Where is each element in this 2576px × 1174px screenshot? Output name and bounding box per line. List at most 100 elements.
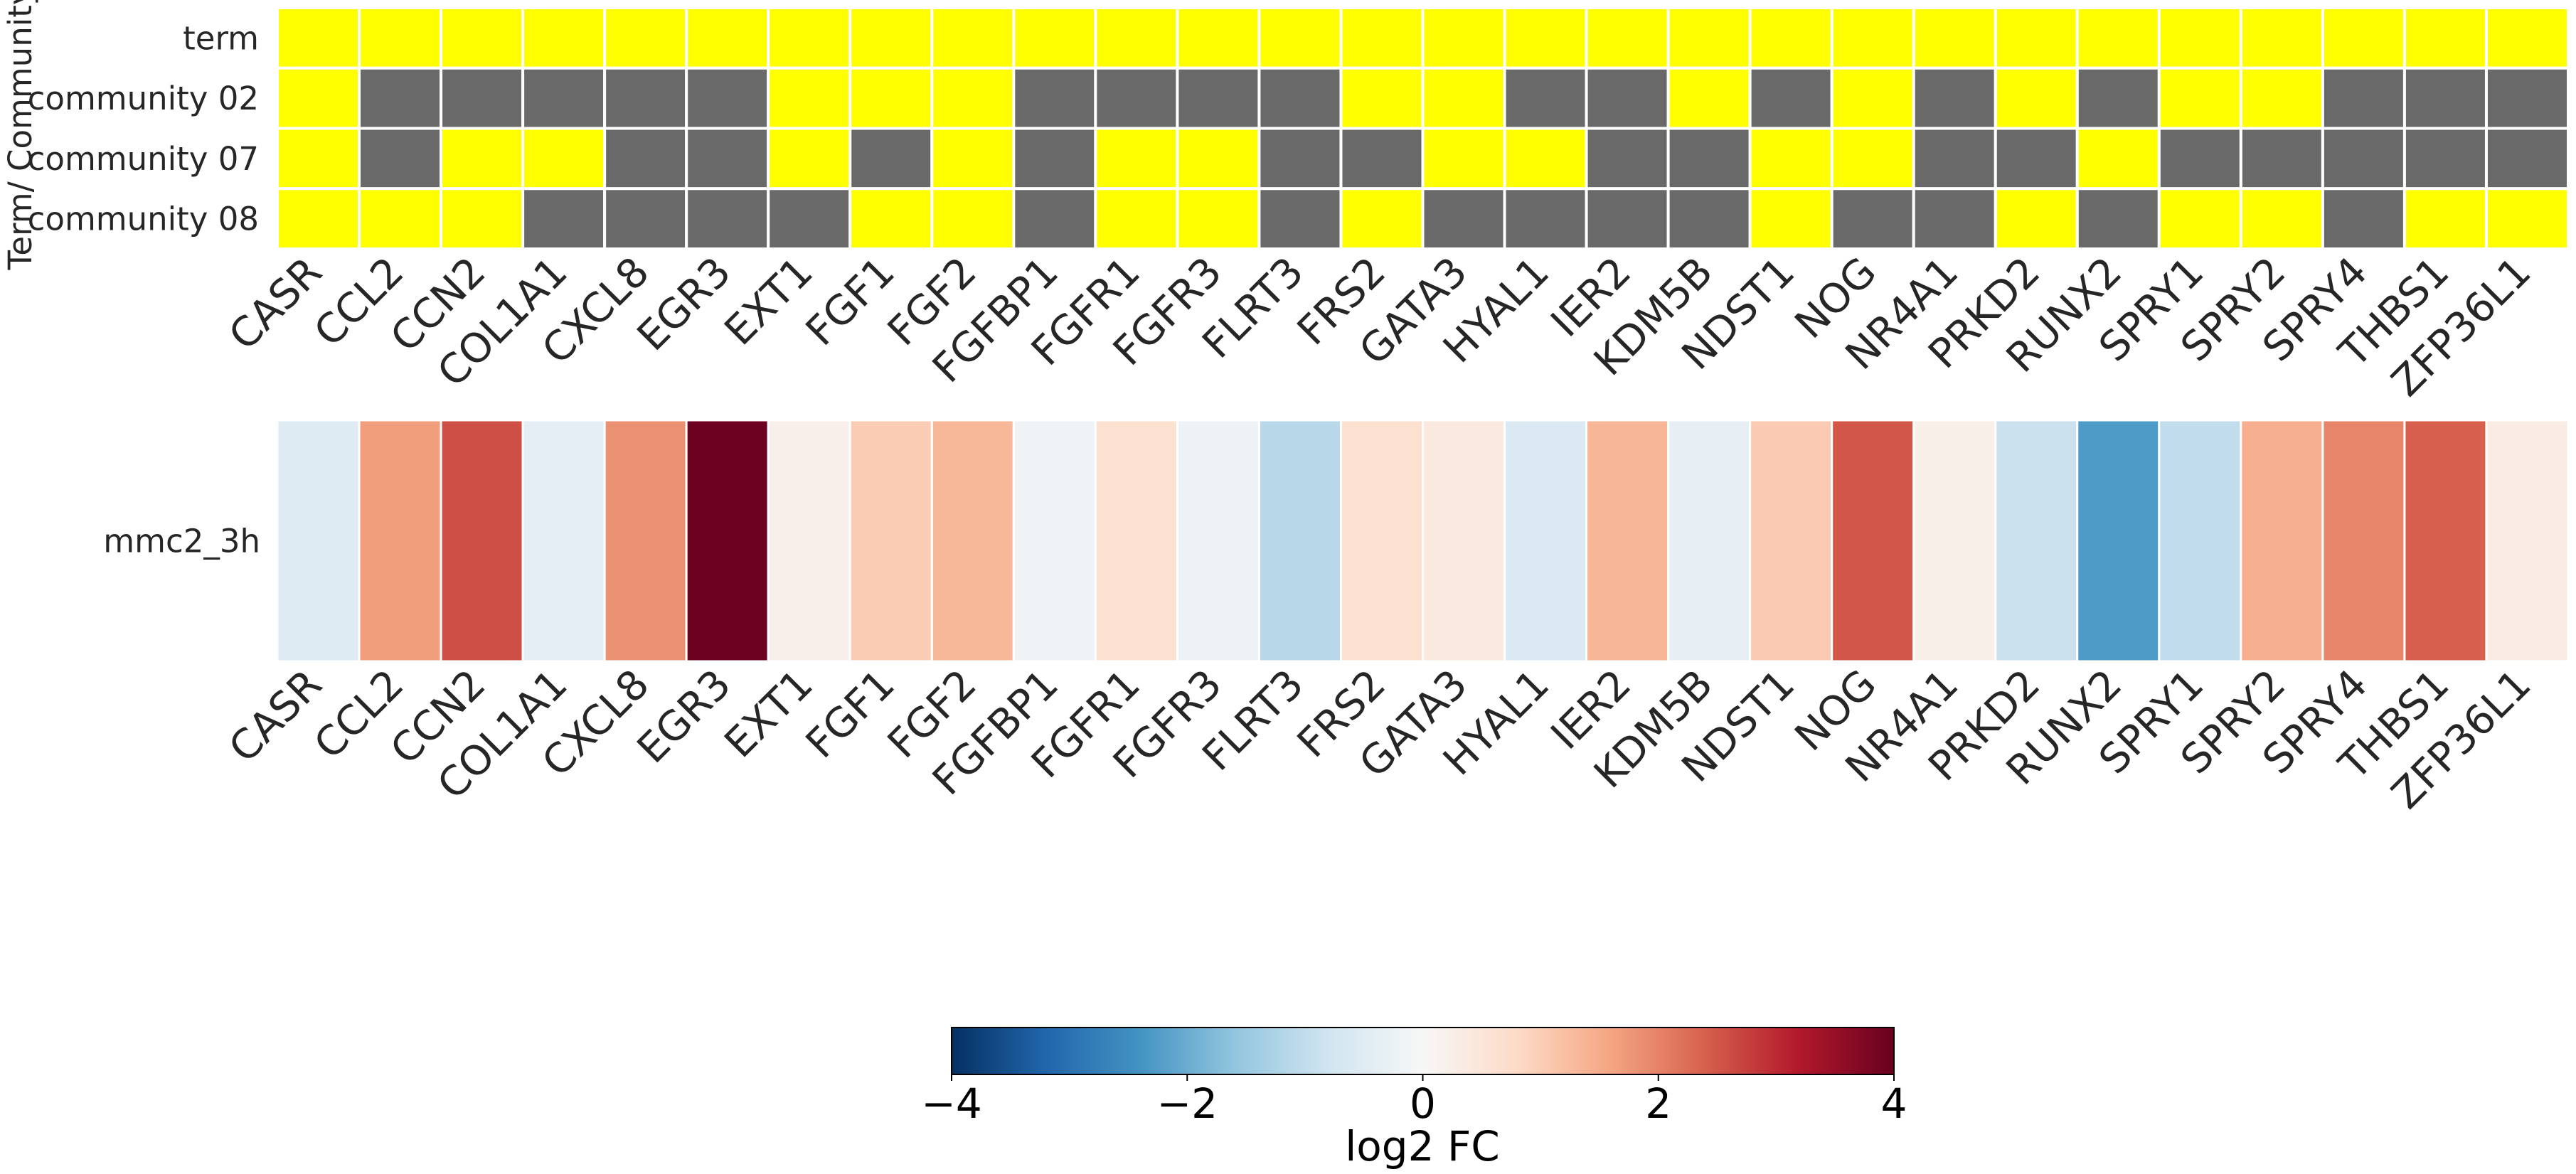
heatmap-cell <box>1994 187 2079 250</box>
heatmap-cell <box>2075 127 2161 191</box>
heatmap-cell <box>521 66 607 130</box>
heatmap-cell <box>1994 6 2079 70</box>
heatmap-cell <box>603 419 688 663</box>
x-tick-label: EGR3 <box>629 248 740 360</box>
heatmap-cell <box>685 419 770 663</box>
heatmap-cell <box>2075 66 2161 130</box>
heatmap-cell <box>521 6 607 70</box>
heatmap-cell <box>358 6 443 70</box>
heatmap-cell <box>848 6 934 70</box>
log2fc-col-labels: CASRCCL2CCN2COL1A1CXCL8EGR3EXT1FGF1FGF2F… <box>220 661 2540 818</box>
membership-row-labels: term community 02 community 07 community 08 <box>28 19 259 238</box>
heatmap-cell <box>1176 127 1261 191</box>
heatmap-cell <box>276 187 361 250</box>
heatmap-cell <box>685 127 770 191</box>
heatmap-cell <box>1094 127 1179 191</box>
membership-cells <box>276 6 2570 250</box>
log2fc-cells <box>276 419 2570 663</box>
heatmap-cell <box>1585 187 1670 250</box>
heatmap-cell <box>1666 127 1752 191</box>
heatmap-cell <box>767 6 852 70</box>
heatmap-cell <box>440 127 525 191</box>
heatmap-cell <box>276 419 361 663</box>
heatmap-cell <box>930 127 1016 191</box>
x-tick-label: EGR3 <box>629 661 740 772</box>
heatmap-cell <box>930 419 1015 663</box>
heatmap-cell <box>1585 66 1670 130</box>
heatmap-cell <box>1666 6 1752 70</box>
heatmap-cell <box>603 6 688 70</box>
heatmap-cell <box>358 419 442 663</box>
heatmap-cell <box>521 127 607 191</box>
heatmap-cell <box>1749 419 1833 663</box>
heatmap-cell <box>1994 66 2079 130</box>
heatmap-cell <box>440 6 525 70</box>
heatmap-cell <box>2075 187 2161 250</box>
heatmap-cell <box>2321 66 2406 130</box>
heatmap-cell <box>1257 127 1343 191</box>
heatmap-cell <box>2403 419 2488 663</box>
colorbar-ticks: −4 −2 0 2 4 <box>921 1074 1907 1128</box>
heatmap-cell <box>2239 127 2324 191</box>
heatmap-cell <box>1912 127 1997 191</box>
heatmap-cell <box>1831 419 1915 663</box>
heatmap-cell <box>1748 66 1833 130</box>
x-tick-label: CASR <box>220 661 331 772</box>
heatmap-cell <box>1830 187 1915 250</box>
colorbar-gradient <box>951 1027 1895 1075</box>
heatmap-cell <box>521 419 606 663</box>
heatmap-cell <box>1585 127 1670 191</box>
heatmap-cell <box>1421 66 1506 130</box>
heatmap-cell <box>1421 127 1506 191</box>
heatmap-cell <box>767 127 852 191</box>
y-tick-label: community 07 <box>28 140 259 178</box>
heatmap-cell <box>276 6 361 70</box>
heatmap-cell <box>2321 127 2406 191</box>
heatmap-cell <box>2402 66 2488 130</box>
heatmap-cell <box>2157 6 2242 70</box>
heatmap-cell <box>930 66 1016 130</box>
heatmap-cell <box>2076 419 2161 663</box>
heatmap-cell <box>2239 187 2324 250</box>
heatmap-cell <box>685 187 770 250</box>
heatmap-cell <box>848 419 933 663</box>
y-tick-label: community 08 <box>28 201 259 238</box>
heatmap-cell <box>1666 187 1752 250</box>
x-tick-label: EXT1 <box>715 248 821 354</box>
heatmap-cell <box>1503 6 1588 70</box>
x-tick-label: CASR <box>220 248 331 359</box>
membership-heatmap: term community 02 community 07 community 08… <box>1 0 2570 405</box>
heatmap-cell <box>1257 66 1343 130</box>
heatmap-cell <box>2321 187 2406 250</box>
heatmap-cell <box>1503 127 1588 191</box>
heatmap-cell <box>358 66 443 130</box>
heatmap-cell <box>2157 66 2242 130</box>
heatmap-cell <box>1257 419 1342 663</box>
heatmap-cell <box>1503 419 1588 663</box>
heatmap-cell <box>1994 419 2079 663</box>
colorbar: −4 −2 0 2 4 log2 FC <box>921 1027 1907 1170</box>
heatmap-cell <box>1912 66 1997 130</box>
heatmap-cell <box>767 66 852 130</box>
heatmap-cell <box>767 419 851 663</box>
heatmap-cell <box>2484 187 2570 250</box>
heatmap-cell <box>2239 66 2324 130</box>
heatmap-cell <box>1012 127 1097 191</box>
heatmap-cell <box>1830 127 1915 191</box>
heatmap-cell <box>1176 6 1261 70</box>
x-tick-label: EXT1 <box>715 661 821 767</box>
heatmap-cell <box>603 127 688 191</box>
colorbar-tick-label: −2 <box>1157 1079 1218 1128</box>
heatmap-cell <box>603 187 688 250</box>
heatmap-cell <box>2239 6 2324 70</box>
heatmap-cell <box>1176 66 1261 130</box>
heatmap-cell <box>2485 419 2570 663</box>
heatmap-cell <box>1503 66 1588 130</box>
heatmap-cell <box>1339 187 1425 250</box>
heatmap-cell <box>848 187 934 250</box>
heatmap-cell <box>358 127 443 191</box>
heatmap-cell <box>767 187 852 250</box>
y-axis-title: Term/ Community <box>1 0 39 270</box>
heatmap-cell <box>1830 6 1915 70</box>
heatmap-cell <box>1585 6 1670 70</box>
